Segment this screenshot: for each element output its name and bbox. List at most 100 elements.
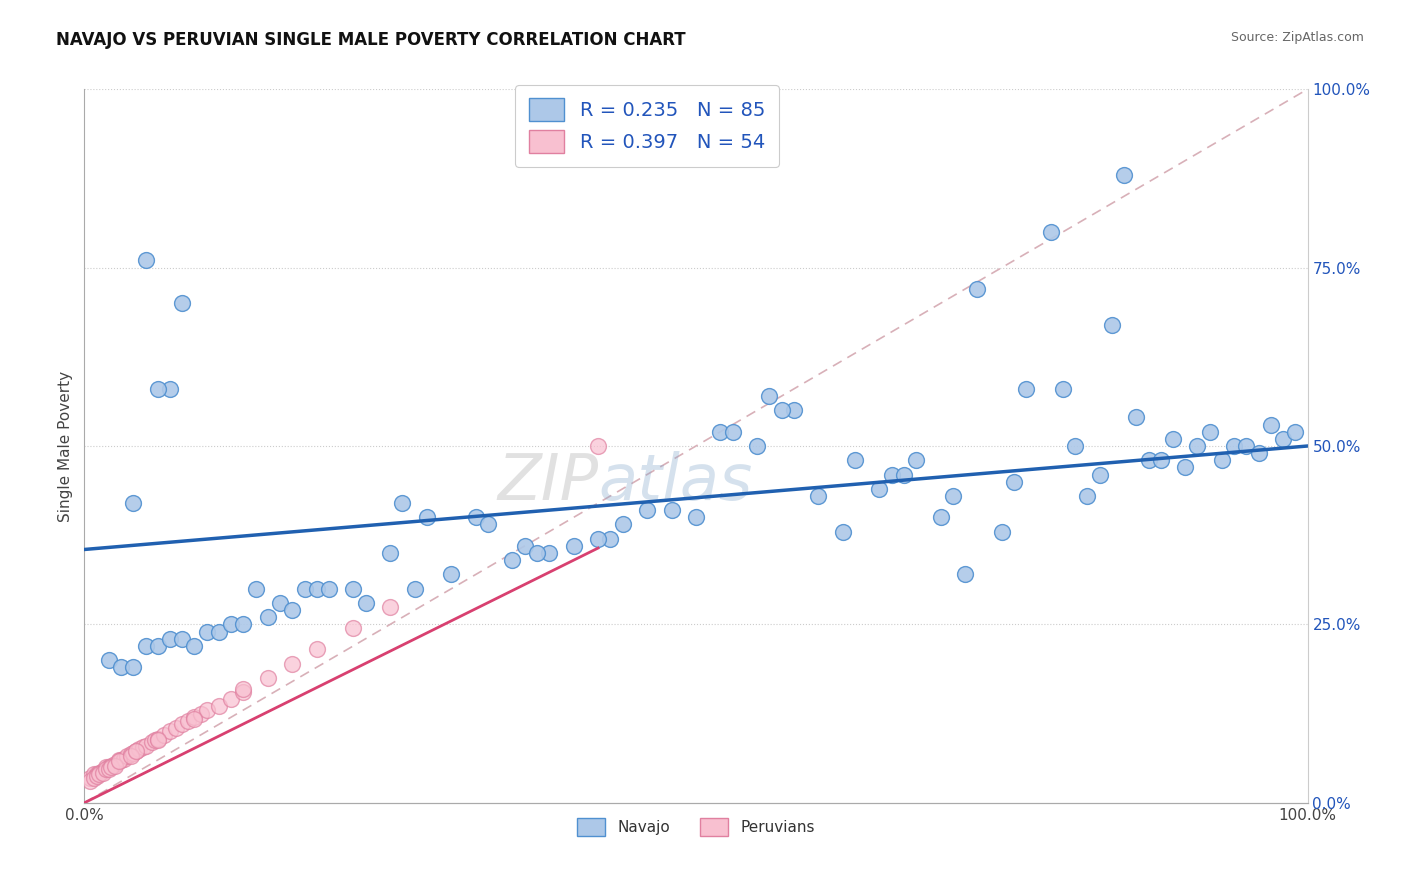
Point — [159, 724, 181, 739]
Point — [135, 253, 157, 268]
Point — [354, 596, 377, 610]
Point — [96, 762, 118, 776]
Point — [269, 596, 291, 610]
Point — [1052, 382, 1074, 396]
Text: atlas: atlas — [598, 450, 752, 513]
Point — [783, 403, 806, 417]
Point — [880, 467, 903, 482]
Point — [120, 747, 142, 762]
Point — [219, 692, 242, 706]
Point — [183, 712, 205, 726]
Point — [172, 717, 194, 731]
Point — [208, 624, 231, 639]
Point — [146, 382, 169, 396]
Point — [125, 744, 148, 758]
Point — [141, 735, 163, 749]
Point — [1076, 489, 1098, 503]
Point — [245, 582, 267, 596]
Point — [807, 489, 830, 503]
Point — [195, 703, 218, 717]
Point — [905, 453, 928, 467]
Point — [893, 467, 915, 482]
Point — [100, 760, 122, 774]
Point — [342, 621, 364, 635]
Point — [1223, 439, 1246, 453]
Point — [1198, 425, 1220, 439]
Point — [1161, 432, 1184, 446]
Point — [219, 617, 242, 632]
Point — [636, 503, 658, 517]
Point — [831, 524, 853, 539]
Point — [97, 760, 120, 774]
Point — [96, 760, 118, 774]
Point — [1125, 410, 1147, 425]
Point — [232, 617, 254, 632]
Point — [115, 749, 138, 764]
Point — [440, 567, 463, 582]
Point — [110, 753, 132, 767]
Point — [183, 639, 205, 653]
Point — [294, 582, 316, 596]
Point — [404, 582, 426, 596]
Point — [122, 496, 145, 510]
Text: NAVAJO VS PERUVIAN SINGLE MALE POVERTY CORRELATION CHART: NAVAJO VS PERUVIAN SINGLE MALE POVERTY C… — [56, 31, 686, 49]
Point — [125, 744, 148, 758]
Point — [183, 710, 205, 724]
Point — [190, 706, 212, 721]
Point — [146, 731, 169, 746]
Point — [942, 489, 965, 503]
Point — [208, 699, 231, 714]
Point — [122, 660, 145, 674]
Point — [1064, 439, 1087, 453]
Point — [112, 751, 135, 765]
Point — [526, 546, 548, 560]
Point — [1002, 475, 1025, 489]
Point — [120, 749, 142, 764]
Point — [97, 653, 120, 667]
Point — [128, 742, 150, 756]
Point — [172, 296, 194, 310]
Point — [104, 758, 127, 772]
Point — [146, 733, 169, 747]
Point — [502, 553, 524, 567]
Point — [87, 767, 110, 781]
Point — [232, 685, 254, 699]
Point — [146, 639, 169, 653]
Point — [1236, 439, 1258, 453]
Point — [1137, 453, 1160, 467]
Point — [612, 517, 634, 532]
Text: Source: ZipAtlas.com: Source: ZipAtlas.com — [1230, 31, 1364, 45]
Point — [107, 753, 129, 767]
Point — [97, 762, 120, 776]
Point — [100, 758, 122, 772]
Point — [721, 425, 744, 439]
Point — [83, 767, 105, 781]
Point — [1247, 446, 1270, 460]
Point — [281, 657, 304, 671]
Point — [257, 610, 280, 624]
Point — [477, 517, 499, 532]
Point — [380, 546, 402, 560]
Point — [953, 567, 976, 582]
Point — [661, 503, 683, 517]
Point — [391, 496, 413, 510]
Point — [770, 403, 793, 417]
Legend: Navajo, Peruvians: Navajo, Peruvians — [568, 809, 824, 845]
Point — [79, 774, 101, 789]
Point — [1088, 467, 1111, 482]
Point — [747, 439, 769, 453]
Point — [869, 482, 891, 496]
Point — [159, 632, 181, 646]
Point — [232, 681, 254, 696]
Point — [513, 539, 536, 553]
Point — [257, 671, 280, 685]
Point — [135, 739, 157, 753]
Point — [685, 510, 707, 524]
Point — [159, 382, 181, 396]
Point — [599, 532, 621, 546]
Point — [305, 582, 328, 596]
Point — [135, 639, 157, 653]
Point — [416, 510, 439, 524]
Point — [153, 728, 176, 742]
Point — [143, 733, 166, 747]
